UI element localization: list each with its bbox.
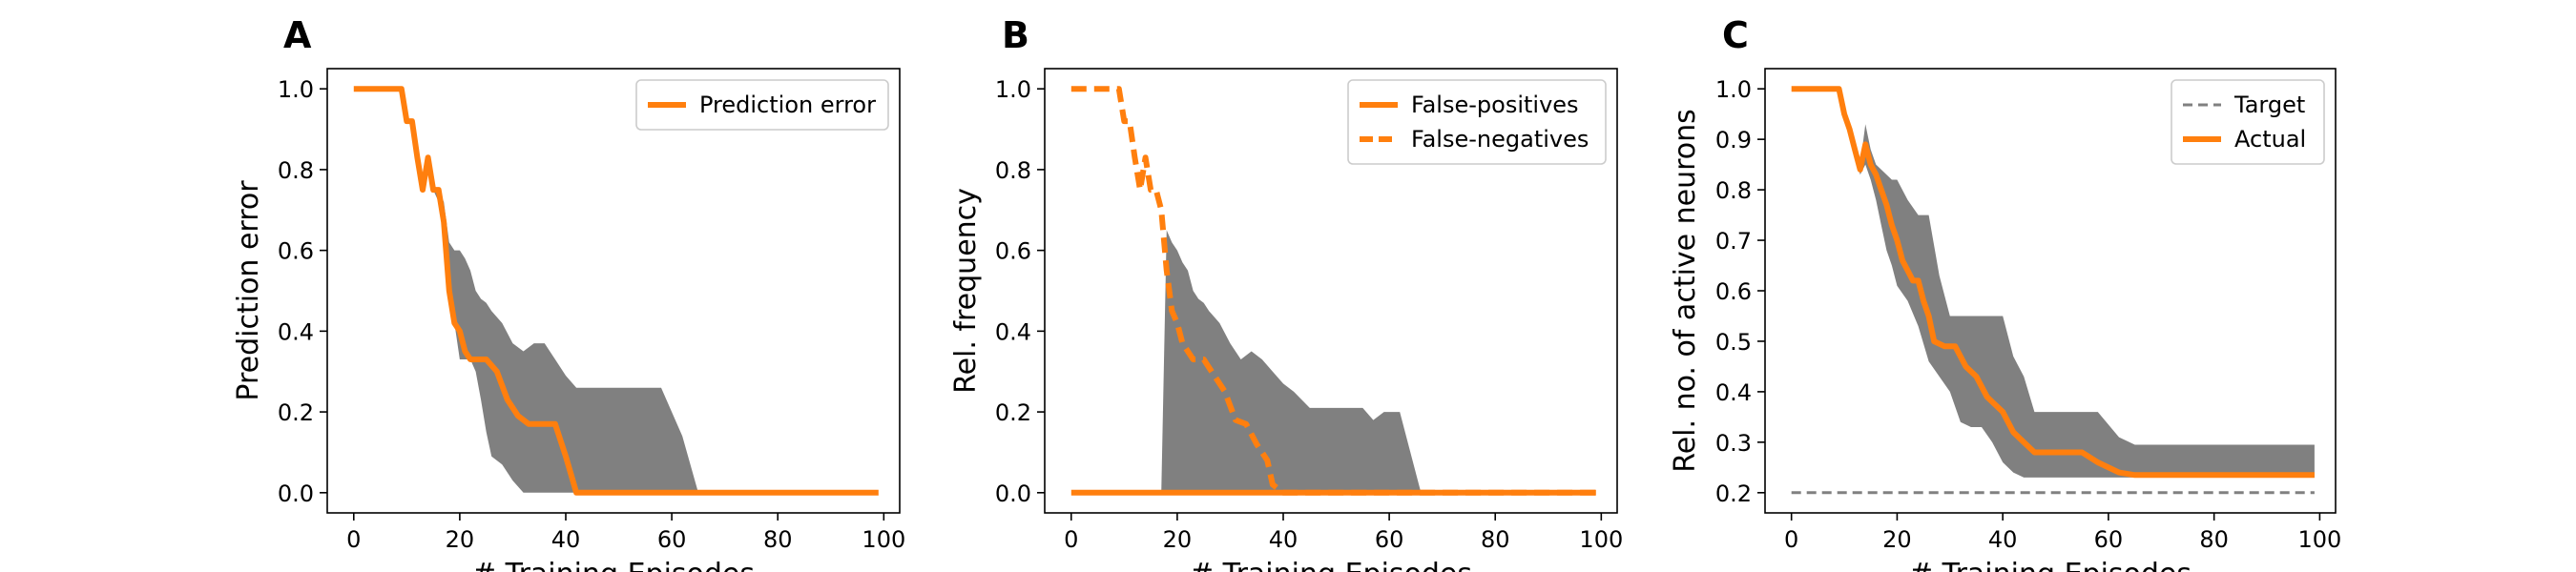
x-tick-label: 0 — [1784, 526, 1798, 553]
y-tick-label: 0.0 — [278, 480, 314, 507]
y-tick-label: 0.4 — [278, 318, 314, 345]
y-tick-label: 0.6 — [278, 238, 314, 265]
y-tick-label: 1.0 — [278, 76, 314, 103]
y-tick-label: 0.8 — [278, 157, 314, 184]
y-tick-label: 0.6 — [1715, 278, 1752, 305]
x-axis-label: # Training Episodes — [1190, 558, 1472, 572]
legend-box — [2171, 79, 2325, 165]
y-tick-label: 0.8 — [995, 157, 1031, 184]
x-tick-label: 80 — [2199, 526, 2229, 553]
x-tick-label: 40 — [1988, 526, 2018, 553]
y-tick-label: 0.6 — [995, 238, 1031, 265]
panel-letter: A — [283, 14, 312, 56]
panel-a: A 0 20 40 60 80 100 0.0 0.2 0.4 0.6 0.8 1.0 # Trainin… — [232, 14, 905, 572]
y-tick-label: 0.4 — [995, 318, 1031, 345]
axes-frame — [326, 68, 901, 514]
panel-letter: B — [1002, 14, 1029, 56]
y-axis-label: Rel. no. of active neurons — [1669, 109, 1702, 473]
x-tick-label: 100 — [862, 526, 905, 553]
y-tick-label: 0.4 — [1715, 379, 1752, 406]
x-tick-label: 40 — [551, 526, 581, 553]
confidence-band — [1161, 230, 1596, 493]
plot-area — [353, 86, 879, 496]
legend: False-positives False-negatives — [1347, 79, 1607, 165]
y-tick-label: 0.2 — [995, 399, 1031, 426]
x-tick-label: 80 — [763, 526, 793, 553]
panel-b: B 0 20 40 60 80 100 0.0 0.2 0.4 0.6 0.8 1.0 # Trainin… — [949, 14, 1623, 572]
legend: Target Actual — [2171, 79, 2325, 165]
y-tick-label: 1.0 — [1715, 76, 1752, 103]
x-axis-label: # Training Episodes — [472, 558, 755, 572]
y-tick-label: 0.2 — [1715, 480, 1752, 507]
legend-label: Target — [2233, 92, 2305, 118]
y-tick-label: 0.2 — [278, 399, 314, 426]
panel-letter: C — [1722, 14, 1749, 56]
y-tick-label: 0.0 — [995, 480, 1031, 507]
x-tick-label: 20 — [1163, 526, 1193, 553]
y-tick-label: 0.3 — [1715, 430, 1752, 457]
x-tick-label: 40 — [1269, 526, 1298, 553]
y-tick-label: 0.8 — [1715, 177, 1752, 204]
plot-area — [1791, 86, 2315, 495]
plot-area — [1070, 86, 1596, 496]
y-axis-label: Prediction error — [232, 180, 265, 401]
x-tick-label: 20 — [446, 526, 475, 553]
legend-label: Prediction error — [699, 92, 876, 118]
y-tick-label: 1.0 — [995, 76, 1031, 103]
legend-box — [635, 79, 889, 131]
legend-label: Actual — [2234, 126, 2306, 153]
x-tick-label: 60 — [1375, 526, 1404, 553]
series-line-prediction-error — [353, 86, 879, 496]
x-tick-label: 100 — [1579, 526, 1623, 553]
axes-frame — [1044, 68, 1618, 514]
x-axis-label: # Training Episodes — [1909, 558, 2192, 572]
panel-c: C 0 20 40 60 80 100 0.2 0.3 0.4 0.5 0.6 0.7 0.8 0.9 1.0… — [1669, 14, 2341, 572]
x-tick-label: 0 — [1064, 526, 1078, 553]
series-line-actual — [1791, 86, 2315, 479]
y-tick-label: 0.5 — [1715, 329, 1752, 356]
x-tick-label: 0 — [346, 526, 361, 553]
y-axis-label: Rel. frequency — [949, 188, 983, 394]
confidence-band — [353, 89, 879, 493]
legend: Prediction error — [635, 79, 889, 131]
x-tick-label: 60 — [2094, 526, 2124, 553]
y-tick-label: 0.9 — [1715, 127, 1752, 153]
x-tick-label: 100 — [2297, 526, 2341, 553]
x-tick-label: 20 — [1882, 526, 1912, 553]
x-tick-label: 80 — [1481, 526, 1510, 553]
y-tick-label: 0.7 — [1715, 228, 1752, 255]
series-line-false-negatives — [1070, 86, 1596, 496]
legend-box — [1347, 79, 1607, 165]
legend-label: False-positives — [1411, 92, 1579, 118]
x-tick-label: 60 — [657, 526, 687, 553]
legend-label: False-negatives — [1411, 126, 1589, 153]
